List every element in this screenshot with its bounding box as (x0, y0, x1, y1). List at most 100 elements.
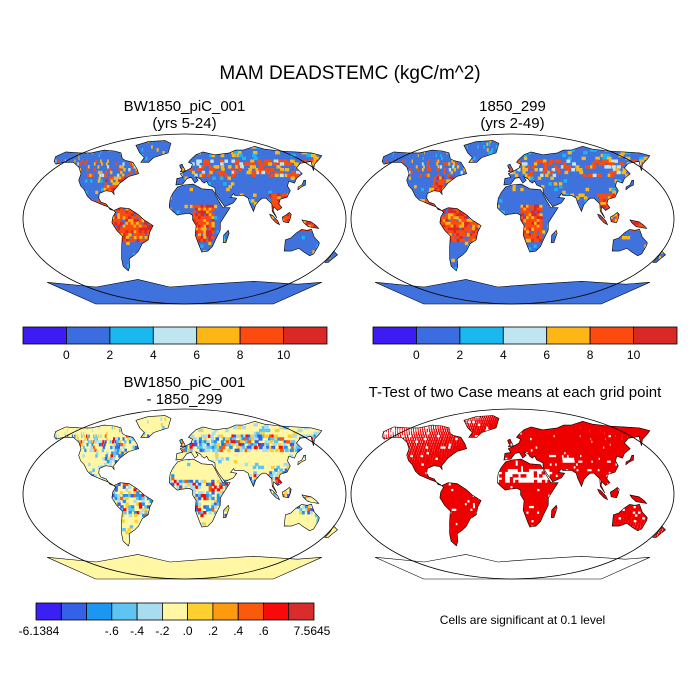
grid-cell (119, 165, 122, 169)
grid-cell (220, 440, 225, 444)
grid-cell (51, 437, 53, 441)
grid-cell (284, 491, 288, 495)
grid-cell (523, 227, 527, 231)
grid-cell (579, 170, 584, 175)
grid-cell (456, 216, 460, 220)
grid-cell (252, 153, 257, 158)
grid-cell (197, 485, 202, 489)
grid-cell (316, 244, 319, 248)
grid-cell (257, 465, 262, 470)
grid-cell (489, 140, 491, 144)
grid-cell (111, 451, 114, 455)
grid-cell (108, 462, 112, 467)
grid-cell (291, 445, 296, 450)
grid-cell (269, 474, 274, 478)
grid-cell (271, 471, 276, 475)
grid-cell (539, 236, 543, 240)
grid-cell (272, 140, 280, 144)
grid-cell (585, 165, 589, 169)
grid-cell (559, 185, 563, 189)
grid-cell (125, 482, 129, 487)
coastline-north-america (53, 149, 139, 211)
grid-cell (211, 204, 215, 209)
grid-cell (211, 153, 216, 158)
grid-cell (105, 162, 108, 166)
grid-cell (142, 513, 146, 518)
grid-cell (171, 477, 175, 481)
grid-cell (134, 445, 138, 450)
grid-cell (133, 511, 138, 515)
grid-cell (472, 238, 476, 243)
grid-cell (120, 443, 124, 447)
grid-cell (203, 233, 207, 237)
grid-cell (283, 462, 288, 467)
grid-cell (122, 213, 126, 217)
grid-cell (216, 502, 220, 506)
grid-cell (453, 221, 457, 226)
grid-cell (445, 230, 449, 234)
grid-cell (264, 440, 269, 444)
grid-cell (203, 216, 207, 220)
grid-cell (126, 264, 131, 268)
grid-cell (131, 508, 135, 512)
grid-cell (423, 165, 425, 169)
grid-cell (322, 264, 324, 268)
grid-cell (534, 224, 538, 229)
grid-cell (88, 417, 91, 421)
grid-cell (136, 219, 140, 223)
grid-cell (533, 238, 537, 243)
grid-cell (448, 213, 452, 217)
grid-cell (271, 196, 276, 200)
grid-cell (590, 173, 595, 178)
grid-cell (123, 176, 127, 180)
grid-cell (297, 448, 302, 453)
grid-cell (283, 445, 288, 450)
grid-cell (111, 187, 115, 192)
grid-cell (442, 221, 446, 226)
grid-cell (239, 448, 244, 453)
grid-cell (107, 457, 110, 461)
grid-cell (258, 445, 263, 450)
grid-cell (266, 159, 271, 163)
grid-cell (404, 159, 406, 163)
grid-cell (621, 170, 626, 175)
grid-cell (454, 238, 458, 243)
grid-cell (136, 227, 140, 231)
land-australia (612, 229, 648, 256)
grid-cell (191, 162, 195, 166)
grid-cell (205, 162, 210, 166)
grid-cell (125, 213, 129, 217)
grid-cell (202, 522, 206, 526)
grid-cell (125, 233, 130, 237)
grid-cell (298, 185, 303, 189)
grid-cell (124, 448, 127, 453)
grid-cell (88, 434, 90, 438)
grid-cell (292, 173, 297, 178)
grid-cell (301, 236, 305, 240)
grid-cell (525, 230, 530, 234)
grid-cell (113, 426, 116, 430)
grid-cell (211, 224, 215, 229)
grid-cell (206, 219, 210, 223)
grid-cell (315, 437, 321, 441)
grid-cell (86, 437, 89, 441)
grid-cell (189, 204, 194, 209)
grid-cell (219, 494, 223, 498)
grid-cell (437, 207, 441, 212)
grid-cell (265, 443, 270, 447)
grid-cell (248, 437, 253, 441)
grid-cell (539, 230, 543, 234)
grid-cell (536, 216, 540, 220)
grid-cell (251, 199, 255, 203)
grid-cell (195, 207, 199, 212)
grid-cell (225, 428, 229, 433)
grid-cell (104, 173, 107, 178)
grid-cell (365, 179, 367, 182)
grid-cell (123, 233, 127, 237)
grid-cell (198, 221, 202, 226)
grid-cell (495, 145, 498, 149)
grid-cell (192, 216, 196, 220)
grid-cell (114, 440, 117, 444)
grid-cell (442, 210, 446, 214)
grid-cell (260, 431, 265, 436)
